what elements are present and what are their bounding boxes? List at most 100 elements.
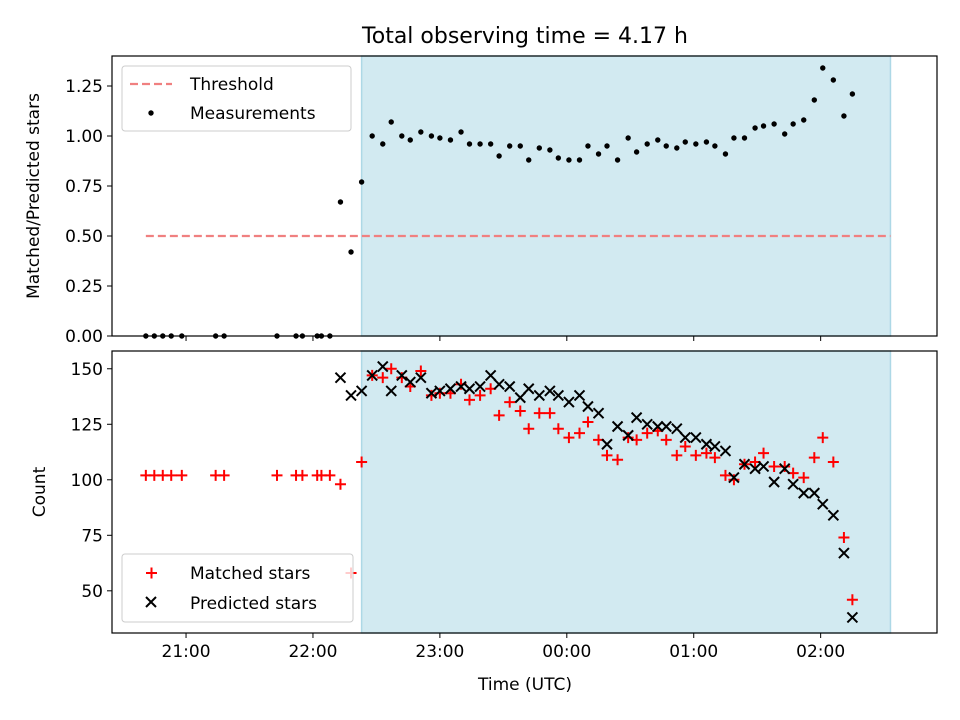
matched-star-point: [504, 396, 516, 408]
matched-star-point: [296, 469, 308, 481]
count-legend-box: [121, 553, 354, 623]
predicted-star-point: [345, 389, 357, 402]
matched-star-point: [612, 454, 624, 466]
measurement-point: [487, 141, 494, 147]
matched-star-point: [641, 427, 653, 439]
matched-star-point: [165, 469, 177, 481]
chart-title: Total observing time = 4.17 h: [361, 24, 688, 49]
predicted-star-point: [768, 476, 780, 488]
measurement-point: [337, 199, 344, 205]
measurement-point: [703, 139, 710, 145]
predicted-star-point: [827, 509, 840, 522]
measurement-point: [841, 113, 847, 119]
matched-star-point: [493, 409, 505, 421]
matched-star-point: [601, 449, 613, 461]
count-points: [140, 360, 859, 624]
matched-star-point: [533, 407, 545, 419]
count-y-tick-label: 50: [81, 582, 103, 602]
x-axis-label: Time (UTC): [477, 675, 572, 695]
legend-matched-swatch: [146, 567, 157, 579]
matched-star-point: [544, 407, 556, 419]
predicted-star-point: [334, 371, 347, 384]
matched-star-point: [817, 432, 829, 444]
measurement-point: [741, 135, 748, 141]
matched-star-point: [709, 452, 721, 464]
measurement-point: [693, 141, 699, 147]
x-tick-label: 00:00: [542, 642, 591, 662]
ratio-legend: Threshold Measurements: [121, 65, 352, 132]
x-tick-label: 01:00: [669, 642, 718, 662]
predicted-star-point: [385, 385, 397, 397]
measurement-point: [369, 133, 375, 139]
measurement-point: [830, 77, 837, 83]
legend-threshold-label: Threshold: [189, 75, 274, 95]
measurement-point: [790, 121, 796, 127]
matched-star-point: [324, 469, 336, 481]
predicted-star-point: [709, 440, 721, 453]
measurement-point: [604, 143, 610, 149]
matched-star-point: [779, 460, 791, 472]
predicted-star-point: [846, 611, 859, 624]
predicted-star-point: [355, 385, 368, 397]
measurement-point: [407, 137, 413, 143]
matched-star-point: [385, 363, 397, 375]
predicted-star-point: [671, 423, 683, 435]
matched-star-point: [334, 478, 346, 490]
legend-predicted-label: Predicted stars: [190, 594, 317, 614]
predicted-star-point: [652, 420, 664, 433]
count-x-ticks: 21:00 22:00 23:00 00:00 01:00 02:00: [162, 633, 845, 662]
legend-predicted-swatch: [145, 596, 157, 608]
matched-star-point: [574, 427, 585, 439]
matched-star-point: [758, 447, 770, 459]
predicted-star-point: [463, 383, 476, 395]
measurement-point: [674, 145, 680, 151]
predicted-star-point: [544, 385, 556, 397]
legend-measurement-swatch: [148, 110, 154, 116]
matched-star-point: [838, 532, 850, 544]
ratio-panel: 0.00 0.25 0.50 0.75 1.00 1.25 Matched/Predict…: [24, 55, 938, 347]
measurement-point: [614, 157, 621, 163]
predicted-star-point: [573, 389, 586, 402]
measurement-point: [536, 145, 543, 151]
predicted-star-point: [778, 462, 791, 475]
matched-star-point: [808, 452, 820, 464]
predicted-star-point: [533, 389, 546, 402]
measurement-point: [576, 157, 583, 163]
predicted-star-point: [601, 438, 613, 450]
count-y-tick-label: 125: [71, 415, 103, 435]
matched-star-point: [798, 472, 810, 484]
predicted-star-point: [404, 376, 416, 388]
measurement-point: [447, 137, 454, 143]
x-tick-label: 02:00: [796, 642, 845, 662]
matched-star-point: [271, 469, 283, 481]
predicted-star-point: [396, 369, 408, 382]
matched-star-point: [679, 440, 691, 452]
ratio-y-tick-label: 0.75: [65, 177, 103, 197]
predicted-star-point: [630, 411, 643, 424]
measurement-point: [555, 155, 562, 161]
measurement-point: [752, 125, 758, 131]
measurement-point: [663, 143, 669, 149]
predicted-star-point: [838, 547, 850, 559]
matched-star-point: [827, 456, 839, 468]
predicted-star-point: [582, 400, 594, 413]
ratio-y-tick-label: 0.00: [65, 327, 103, 347]
predicted-star-point: [366, 369, 378, 382]
measurement-point: [506, 143, 513, 149]
ratio-y-tick-label: 1.25: [65, 77, 103, 97]
measurement-point: [633, 149, 640, 155]
matched-star-point: [176, 469, 188, 481]
predicted-star-point: [514, 391, 526, 404]
measurement-point: [655, 137, 661, 143]
predicted-star-point: [523, 383, 535, 395]
ratio-y-tick-label: 0.50: [65, 227, 103, 247]
matched-star-point: [690, 449, 702, 461]
predicted-star-point: [690, 431, 702, 444]
predicted-star-point: [503, 380, 516, 393]
measurement-point: [801, 117, 807, 123]
measurement-point: [477, 141, 483, 147]
predicted-star-point: [493, 378, 505, 391]
x-tick-label: 22:00: [288, 642, 337, 662]
measurement-point: [458, 129, 464, 135]
